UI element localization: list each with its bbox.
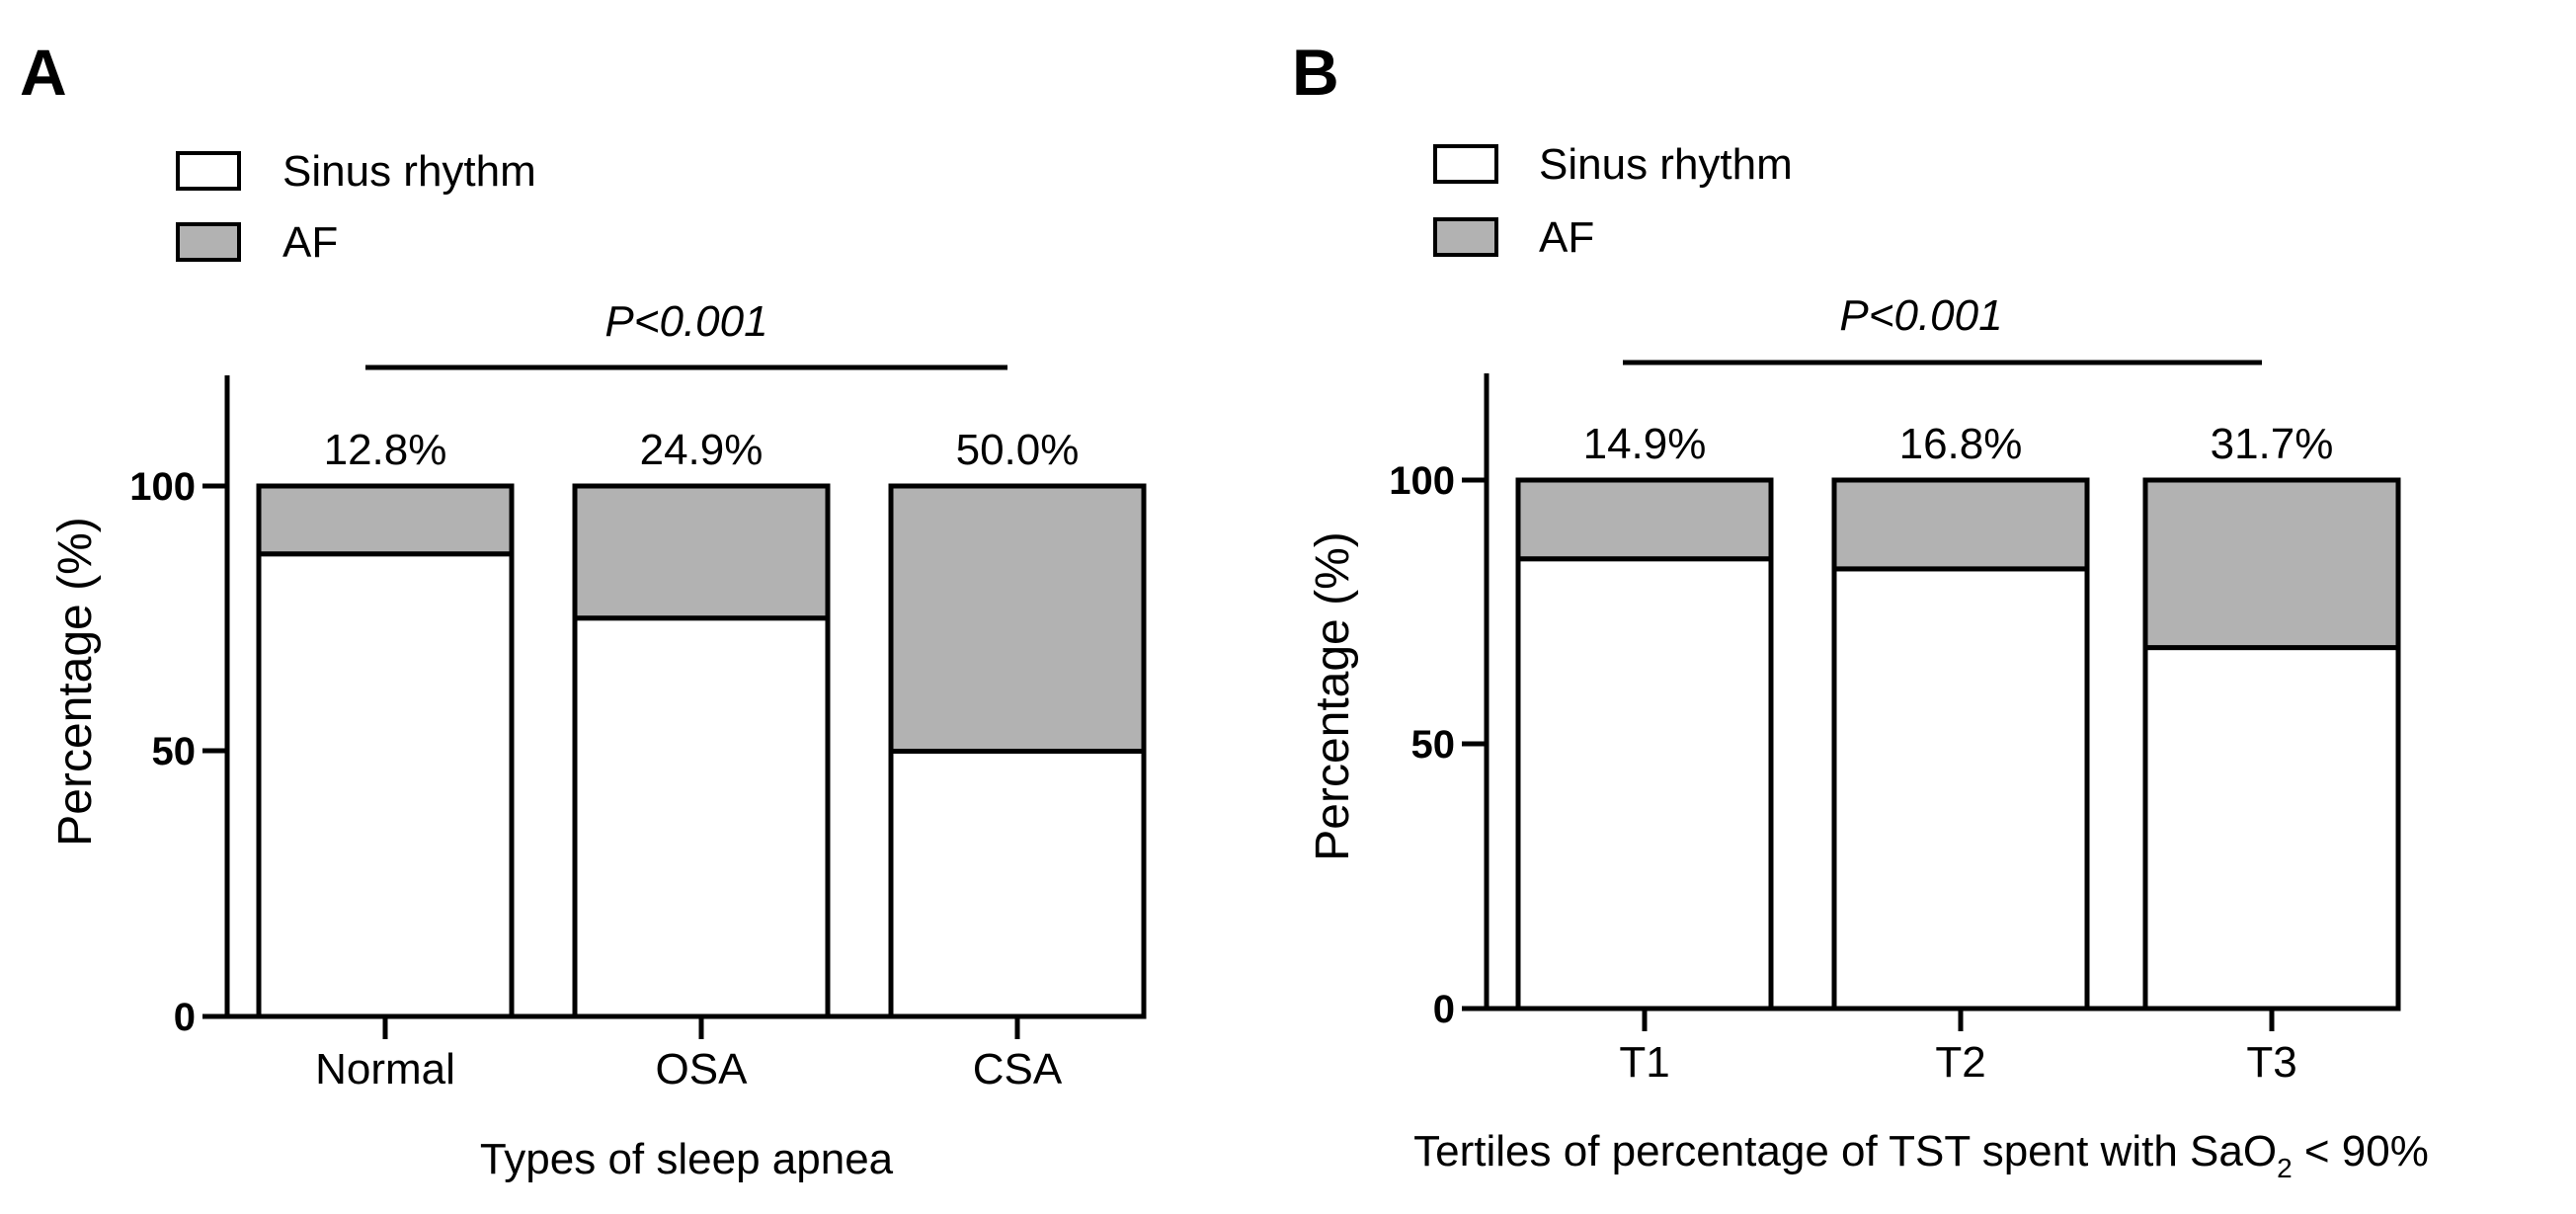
panel-b-ytick-label-50: 50 — [1411, 723, 1456, 767]
panel-a-legend-swatch-sinus — [176, 151, 241, 191]
panel-b-x-axis-title-main: Tertiles of percentage of TST spent with… — [1413, 1127, 2277, 1175]
panel-b-legend-label-sinus: Sinus rhythm — [1539, 140, 1793, 189]
panel-b-y-axis-title: Percentage (%) — [1307, 531, 1359, 861]
panel-b-bar-t3-af — [2142, 477, 2401, 651]
panel-b-bar-t2-sinus — [1831, 566, 2090, 1012]
panel-a-y-axis-title: Percentage (%) — [49, 517, 102, 847]
panel-a-legend-label-af: AF — [282, 218, 338, 267]
panel-a-bar-normal-af — [256, 483, 515, 557]
panel-b-x-axis-title-subscript: 2 — [2277, 1153, 2293, 1183]
panel-a-legend-label-sinus: Sinus rhythm — [282, 147, 536, 196]
panel-a-category-osa: OSA — [656, 1045, 749, 1093]
panel-a-data-label-osa: 24.9% — [640, 426, 764, 474]
panel-b-bar-t2-af — [1831, 477, 2090, 572]
panel-a-ytick-label-100: 100 — [129, 465, 196, 509]
panel-b-category-t3: T3 — [2246, 1038, 2296, 1087]
panel-b-legend: Sinus rhythm AF — [1433, 140, 1793, 262]
panel-a-letter: A — [20, 36, 67, 109]
panel-b-legend-swatch-af — [1433, 217, 1498, 257]
panel-a-bar-osa-sinus — [572, 615, 831, 1019]
panel-b: B Sinus rhythm AF P<0.001 0 50 100 — [1292, 36, 2429, 1183]
panel-b-ytick-label-100: 100 — [1389, 459, 1455, 503]
panel-b-legend-swatch-sinus — [1433, 144, 1498, 184]
panel-a-category-normal: Normal — [315, 1045, 455, 1093]
panel-a-ytick-label-0: 0 — [174, 996, 196, 1039]
panel-a: A Sinus rhythm AF P<0.001 0 50 100 — [20, 36, 1147, 1183]
panel-b-ytick-label-0: 0 — [1433, 988, 1455, 1031]
panel-b-data-label-t3: 31.7% — [2211, 420, 2334, 468]
panel-a-bar-normal-sinus — [256, 551, 515, 1019]
panel-b-x-axis-title-tail: < 90% — [2293, 1127, 2429, 1175]
panel-a-bar-csa-sinus — [888, 749, 1147, 1019]
panel-b-bar-t1-sinus — [1515, 556, 1774, 1012]
panel-a-category-csa: CSA — [973, 1045, 1063, 1093]
panel-b-category-t1: T1 — [1619, 1038, 1669, 1087]
panel-a-x-axis-title: Types of sleep apnea — [480, 1135, 894, 1183]
panel-b-data-label-t2: 16.8% — [1899, 420, 2023, 468]
panel-b-x-axis-title: Tertiles of percentage of TST spent with… — [1413, 1127, 2429, 1183]
panel-b-bar-t3-sinus — [2142, 645, 2401, 1012]
panel-a-legend: Sinus rhythm AF — [176, 147, 536, 267]
panel-b-letter: B — [1292, 36, 1339, 109]
panel-a-bar-csa-af — [888, 483, 1147, 754]
panel-a-ytick-label-50: 50 — [152, 730, 197, 773]
panel-a-legend-swatch-af — [176, 222, 241, 262]
panel-a-data-label-csa: 50.0% — [956, 426, 1080, 474]
panel-b-legend-label-af: AF — [1539, 213, 1594, 262]
panel-a-p-value: P<0.001 — [604, 297, 767, 346]
panel-a-data-label-normal: 12.8% — [324, 426, 447, 474]
panel-b-p-value: P<0.001 — [1839, 291, 2002, 340]
panel-a-bar-osa-af — [572, 483, 831, 621]
panel-b-data-label-t1: 14.9% — [1583, 420, 1707, 468]
panel-b-category-t2: T2 — [1935, 1038, 1985, 1087]
panel-b-bar-t1-af — [1515, 477, 1774, 562]
